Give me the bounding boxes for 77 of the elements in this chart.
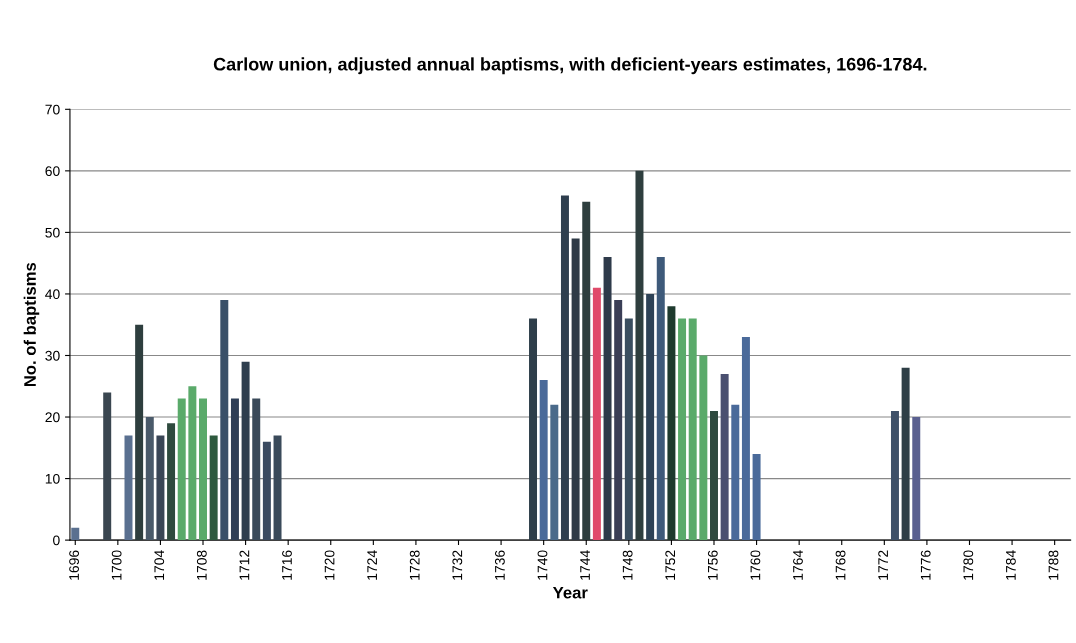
x-tick-label: 1720 [324,550,335,580]
y-tick-label: 10 [45,473,60,484]
bar [71,527,80,541]
x-tick-label: 1784 [1005,550,1016,580]
x-tick-label: 1756 [707,550,718,580]
bar [710,410,718,541]
x-tick-label: 1752 [665,550,676,580]
bar [720,373,729,541]
x-tick-label: 1728 [409,550,420,580]
bar [177,398,186,541]
bar [614,300,623,541]
bar [241,361,250,541]
x-tick-label: 1708 [196,550,207,580]
x-tick-label: 1736 [494,550,505,580]
bar [667,306,676,541]
bar [752,453,761,541]
bar [603,257,612,541]
bar [582,201,591,541]
x-tick-label: 1700 [111,550,122,580]
y-tick-label: 40 [45,289,60,300]
x-tick-label: 1780 [963,550,974,580]
x-tick-label: 1748 [622,550,633,580]
x-tick-label: 1696 [69,550,79,580]
chart-title: Carlow union, adjusted annual baptisms, with deficient-years estimates, 1696-1784. [213,57,927,75]
x-tick-label: 1724 [367,550,377,580]
bar [550,404,559,541]
x-tick-label: 1740 [537,550,548,580]
bar [145,417,154,541]
x-tick-label: 1704 [154,550,165,580]
bar [890,410,899,541]
bar [273,435,282,541]
bar [901,367,910,541]
bar [560,195,569,541]
x-tick-label: 1768 [835,550,846,580]
x-tick-label: 1744 [580,550,590,580]
bar [731,404,740,541]
bar [646,293,655,541]
bar [220,300,229,541]
x-tick-label: 1788 [1048,550,1059,580]
bar [688,318,697,541]
x-tick-label: 1732 [452,550,463,580]
bar [103,392,112,541]
bar [741,337,750,541]
bar [156,435,165,541]
x-tick-label: 1716 [282,550,292,580]
bar [539,380,548,541]
bar [912,417,921,541]
bar [529,318,538,541]
y-tick-label: 20 [45,412,60,423]
bar [252,398,261,541]
y-axis-title: No. of baptisms [23,262,40,387]
x-tick-label: 1712 [239,550,250,580]
x-tick-label: 1764 [793,550,803,580]
y-tick-label: 30 [45,350,60,361]
x-axis-title: Year [552,586,588,599]
bar [624,318,633,541]
bar [592,287,601,541]
bar [124,435,133,541]
bar [635,170,644,541]
bar [167,423,176,541]
bar [656,257,665,541]
bar [678,318,687,541]
y-tick-label: 50 [45,227,60,238]
bar [199,398,207,541]
y-tick-label: 0 [53,535,60,546]
y-tick-label: 70 [45,104,60,115]
bar [230,398,239,541]
x-tick-label: 1772 [878,550,888,580]
bar [699,355,708,541]
bar [188,386,197,541]
y-tick-label: 60 [45,166,60,177]
bar [135,324,144,541]
x-tick-label: 1760 [750,550,761,580]
bar [571,238,580,541]
bar [209,435,218,541]
bar [262,441,271,541]
x-tick-label: 1776 [920,550,931,580]
